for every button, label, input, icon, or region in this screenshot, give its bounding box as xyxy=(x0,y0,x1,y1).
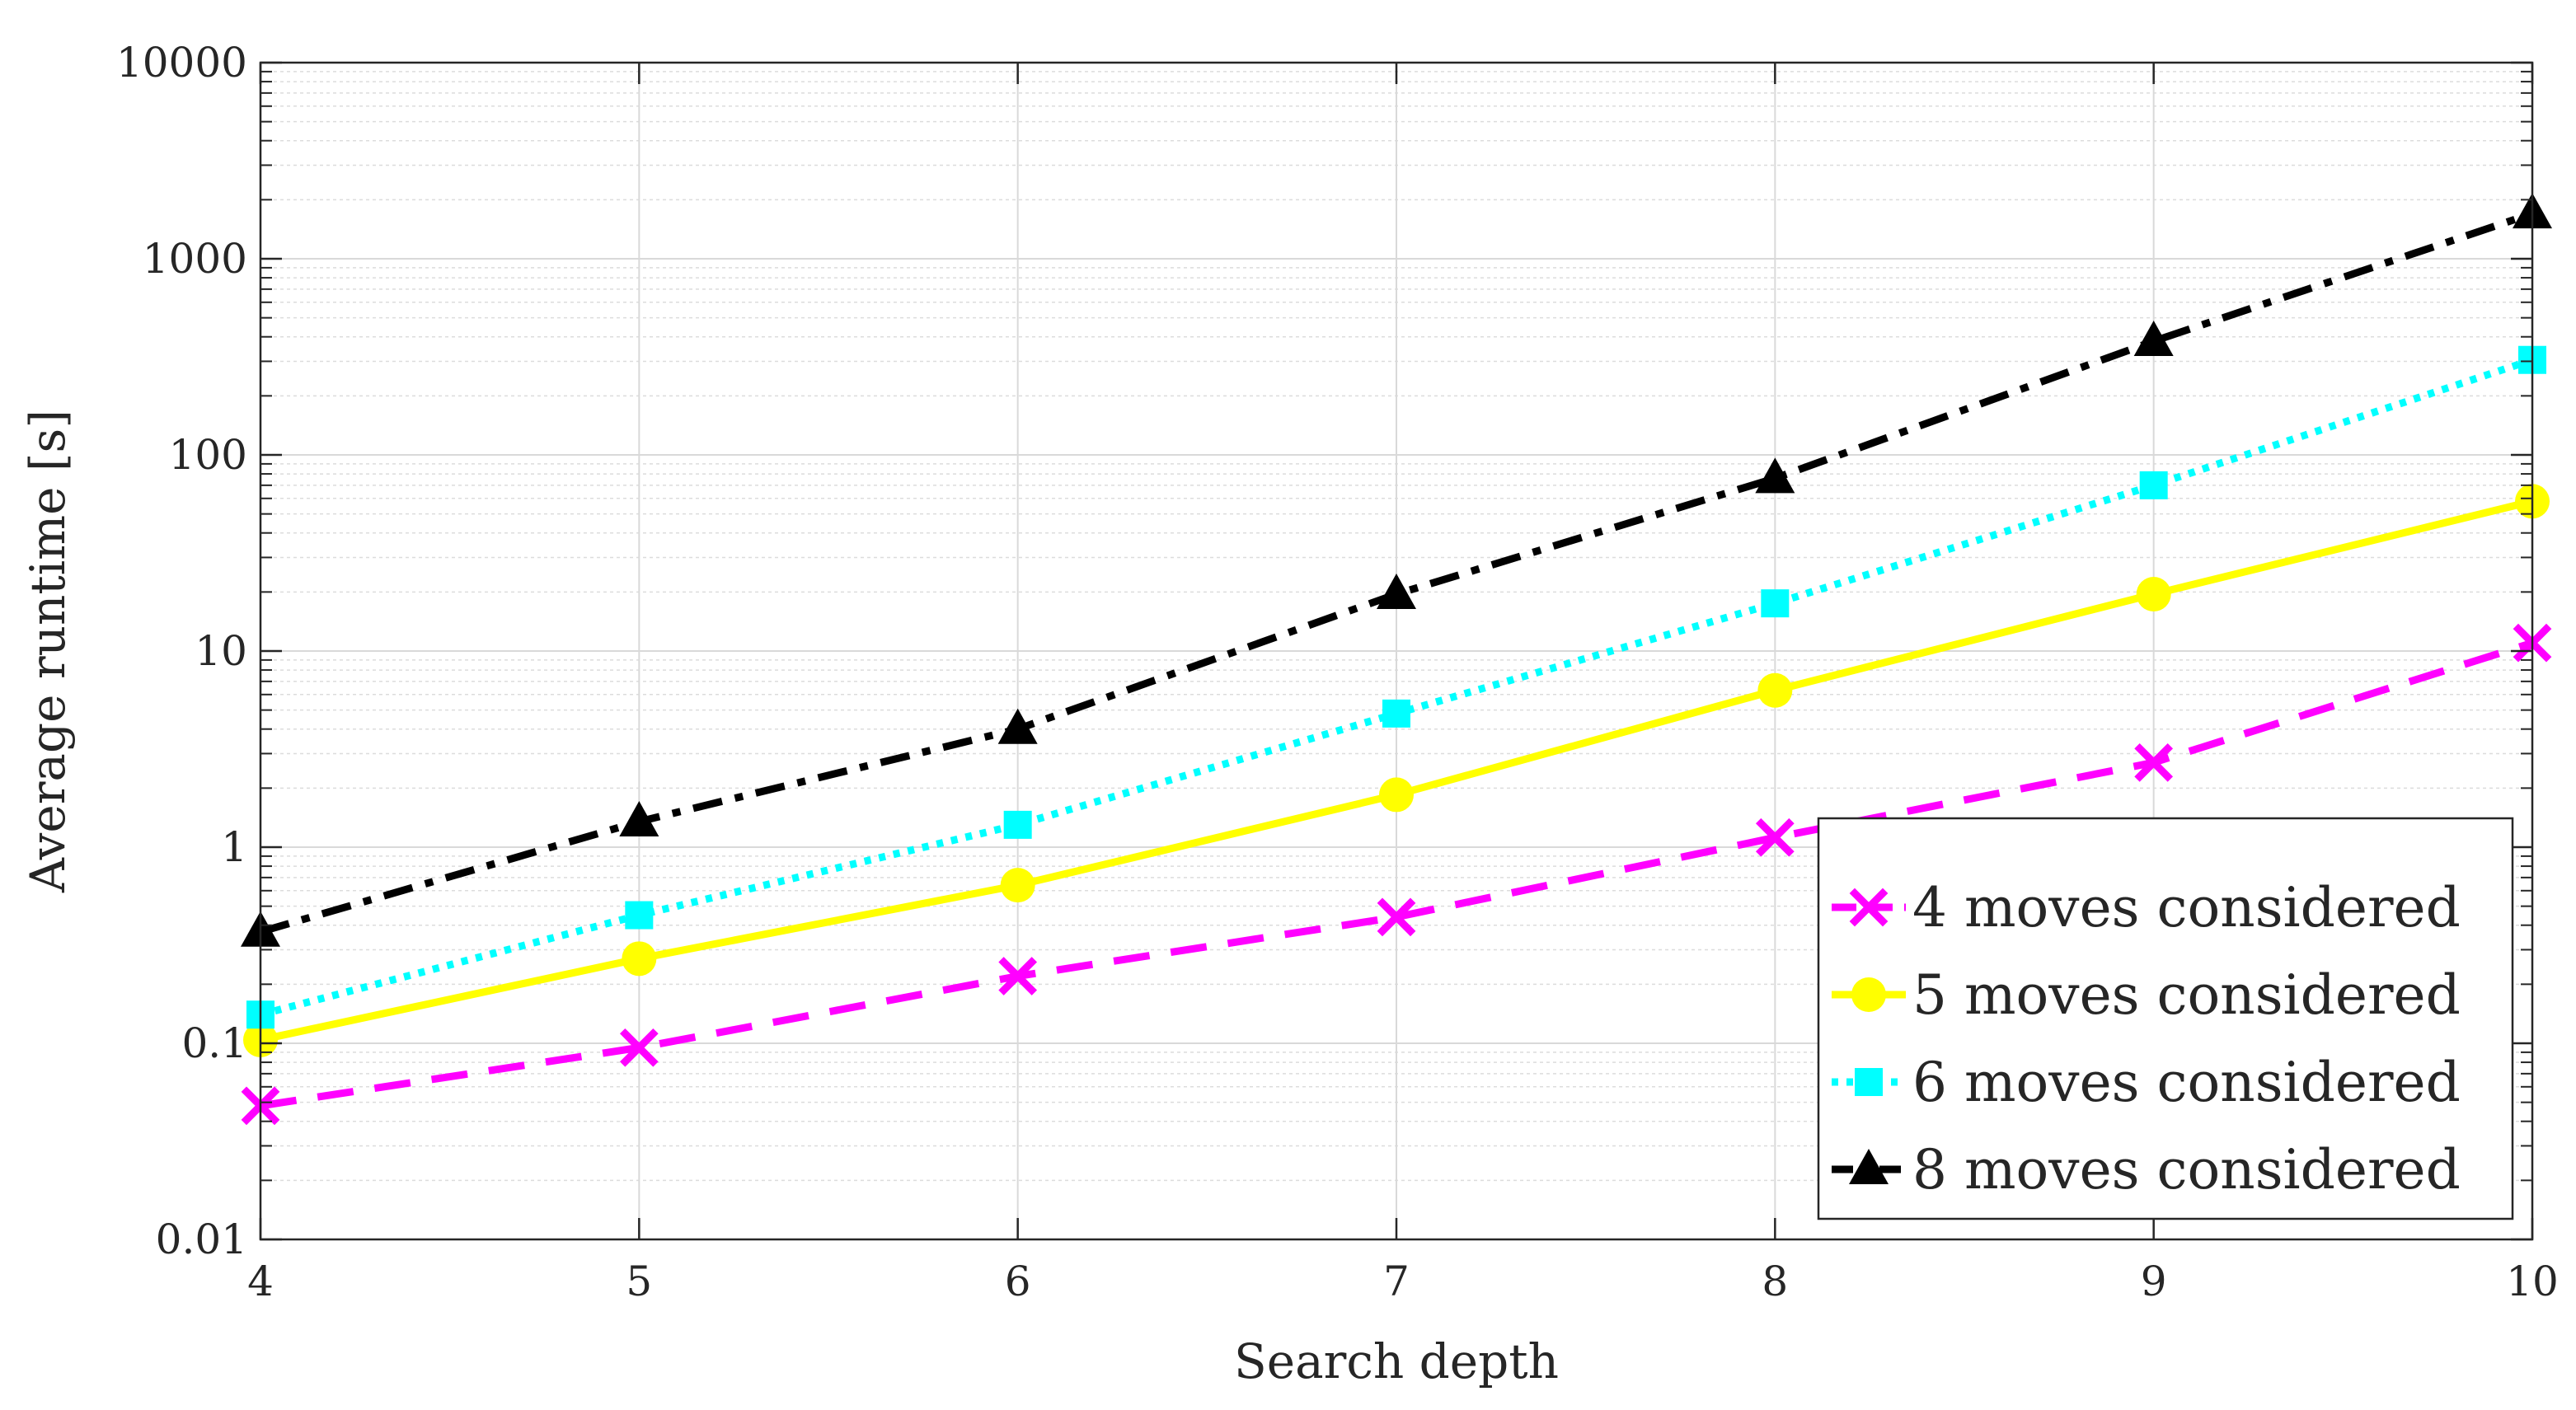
legend-item: 5 moves considered xyxy=(1832,963,2461,1027)
data-point-series-2 xyxy=(1379,777,1414,813)
y-tick-labels: 0.01 0.1 1 10 100 1000 10000 xyxy=(116,39,247,1263)
data-point-series-2 xyxy=(1757,672,1793,708)
x-tick-label: 10 xyxy=(2506,1258,2559,1305)
x-tick-label: 6 xyxy=(1005,1258,1031,1305)
legend-item: 6 moves considered xyxy=(1832,1051,2461,1114)
data-point-series-4 xyxy=(1755,457,1795,494)
data-point-series-2 xyxy=(622,941,657,977)
legend-marker xyxy=(1851,977,1886,1012)
y-tick-label: 10000 xyxy=(116,39,247,87)
legend-marker xyxy=(1849,1149,1889,1184)
x-tick-label: 5 xyxy=(626,1258,652,1305)
legend-marker xyxy=(1855,1068,1883,1096)
data-point-series-1 xyxy=(1377,897,1416,937)
x-tick-label: 8 xyxy=(1762,1258,1788,1305)
data-point-series-3 xyxy=(1382,699,1410,728)
data-point-series-3 xyxy=(2139,471,2168,499)
data-point-series-1 xyxy=(619,1028,659,1067)
data-point-series-2 xyxy=(2136,576,2171,611)
x-tick-label: 9 xyxy=(2141,1258,2167,1305)
legend-label: 6 moves considered xyxy=(1912,1051,2461,1114)
x-tick-label: 4 xyxy=(247,1258,274,1305)
legend: 4 moves considered 5 moves considered 6 mo… xyxy=(1817,817,2514,1220)
data-point-series-3 xyxy=(1761,589,1790,618)
y-tick-label: 0.01 xyxy=(156,1216,247,1263)
legend-item: 8 moves considered xyxy=(1832,1138,2461,1202)
data-point-series-4 xyxy=(619,800,659,836)
data-point-series-1 xyxy=(2134,742,2174,782)
y-tick-label: 1 xyxy=(221,823,247,871)
x-tick-labels: 4 5 6 7 8 9 10 xyxy=(247,1258,2559,1305)
y-tick-label: 1000 xyxy=(143,235,247,283)
data-point-series-4 xyxy=(997,708,1038,744)
data-point-series-3 xyxy=(1003,810,1032,839)
data-point-series-1 xyxy=(1755,817,1795,857)
x-tick-label: 7 xyxy=(1383,1258,1410,1305)
axis-ticks xyxy=(259,61,2534,1241)
y-tick-label: 100 xyxy=(169,431,247,479)
y-tick-label: 10 xyxy=(195,627,247,675)
legend-item: 4 moves considered xyxy=(1832,876,2461,939)
legend-label: 4 moves considered xyxy=(1912,876,2461,939)
legend-box xyxy=(1817,817,2514,1220)
data-point-series-2 xyxy=(1000,868,1035,903)
x-axis-title: Search depth xyxy=(1234,1333,1559,1389)
data-point-series-4 xyxy=(1377,573,1416,609)
legend-marker xyxy=(1849,888,1889,927)
y-tick-label: 0.1 xyxy=(181,1019,247,1067)
data-point-series-3 xyxy=(625,901,654,930)
data-point-series-4 xyxy=(2133,321,2174,357)
legend-label: 5 moves considered xyxy=(1912,963,2461,1027)
data-point-series-1 xyxy=(998,957,1038,995)
y-axis-title: Average runtime [s] xyxy=(20,410,76,893)
legend-label: 8 moves considered xyxy=(1912,1138,2461,1202)
